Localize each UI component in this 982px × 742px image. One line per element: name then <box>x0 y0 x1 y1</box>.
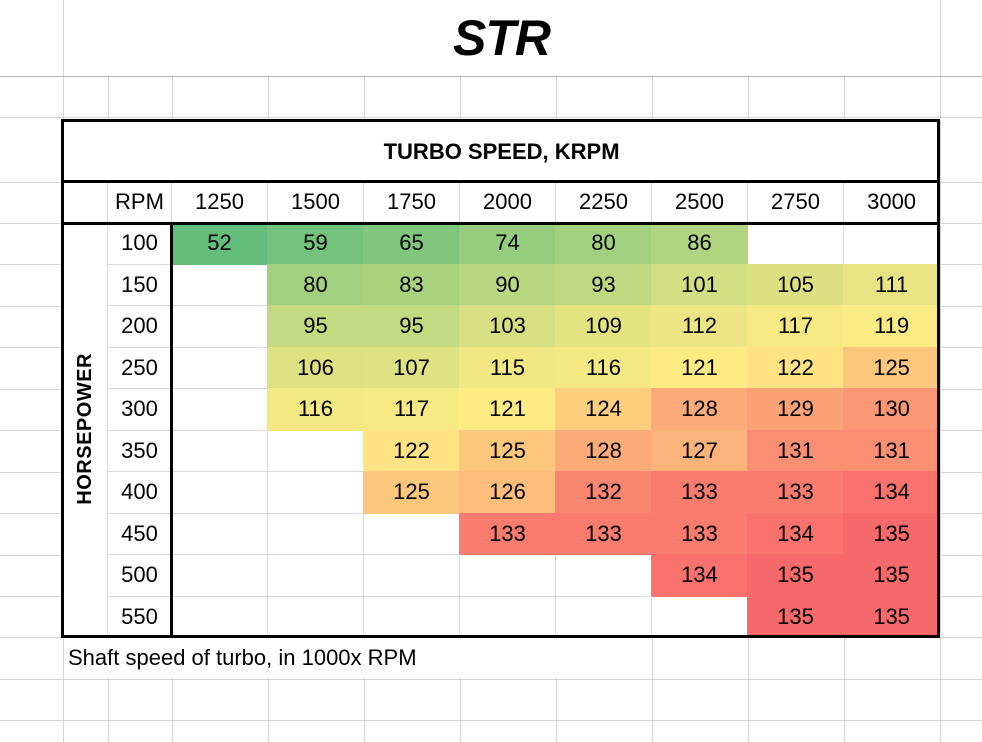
cell-hp550-rpm3000[interactable]: 135 <box>844 596 941 638</box>
cell-hp150-rpm1500[interactable]: 80 <box>268 264 364 306</box>
cell-hp500-rpm2750[interactable]: 135 <box>748 555 844 597</box>
cell-hp450-rpm1500[interactable] <box>268 513 364 555</box>
cell-hp300-rpm1750[interactable]: 117 <box>364 389 460 431</box>
cell-hp350-rpm2750[interactable]: 131 <box>748 430 844 472</box>
cell-hp450-rpm2250[interactable]: 133 <box>556 513 652 555</box>
turbo-speed-table: TURBO SPEED, KRPM RPM 1250 1500 1750 2000 2250… <box>63 121 941 638</box>
rpm-column-divider <box>170 222 173 638</box>
cell-hp200-rpm1500[interactable]: 95 <box>268 306 364 348</box>
h-gridline <box>0 117 982 118</box>
cell-hp250-rpm2500[interactable]: 121 <box>652 347 748 389</box>
cell-hp100-rpm1750[interactable]: 65 <box>364 223 460 265</box>
cell-hp450-rpm2750[interactable]: 134 <box>748 513 844 555</box>
h-gridline <box>0 679 982 680</box>
cell-hp400-rpm2500[interactable]: 133 <box>652 472 748 514</box>
cell-hp250-rpm1250[interactable] <box>172 347 268 389</box>
cell-hp100-rpm1500[interactable]: 59 <box>268 223 364 265</box>
cell-hp100-rpm2000[interactable]: 74 <box>460 223 556 265</box>
cell-hp300-rpm3000[interactable]: 130 <box>844 389 941 431</box>
cell-hp250-rpm3000[interactable]: 125 <box>844 347 941 389</box>
cell-hp500-rpm2500[interactable]: 134 <box>652 555 748 597</box>
cell-hp350-rpm2000[interactable]: 125 <box>460 430 556 472</box>
table-title-cell[interactable]: TURBO SPEED, KRPM <box>383 138 620 164</box>
cell-hp200-rpm1250[interactable] <box>172 306 268 348</box>
cell-hp300-rpm1500[interactable]: 116 <box>268 389 364 431</box>
cell-hp400-rpm2750[interactable]: 133 <box>748 472 844 514</box>
cell-hp100-rpm2500[interactable]: 86 <box>652 223 748 265</box>
cell-hp150-rpm2500[interactable]: 101 <box>652 264 748 306</box>
cell-hp150-rpm1250[interactable] <box>172 264 268 306</box>
cell-hp450-rpm3000[interactable]: 135 <box>844 513 941 555</box>
cell-hp500-rpm2250[interactable] <box>556 555 652 597</box>
header-row-divider <box>63 222 937 225</box>
table-outer-border <box>61 119 940 638</box>
cell-hp400-rpm1750[interactable]: 125 <box>364 472 460 514</box>
cell-hp100-rpm2750[interactable] <box>748 223 844 265</box>
cell-hp450-rpm1250[interactable] <box>172 513 268 555</box>
cell-hp300-rpm2750[interactable]: 129 <box>748 389 844 431</box>
cell-hp350-rpm1250[interactable] <box>172 430 268 472</box>
cell-hp500-rpm2000[interactable] <box>460 555 556 597</box>
cell-hp400-rpm2250[interactable]: 132 <box>556 472 652 514</box>
horsepower-axis-cell[interactable]: HORSEPOWER <box>63 223 108 638</box>
cell-hp150-rpm1750[interactable]: 83 <box>364 264 460 306</box>
cell-hp400-rpm3000[interactable]: 134 <box>844 472 941 514</box>
cell-hp500-rpm1750[interactable] <box>364 555 460 597</box>
cell-hp500-rpm1250[interactable] <box>172 555 268 597</box>
h-gridline <box>0 720 982 721</box>
cell-hp350-rpm2250[interactable]: 128 <box>556 430 652 472</box>
cell-hp450-rpm2500[interactable]: 133 <box>652 513 748 555</box>
cell-hp550-rpm2750[interactable]: 135 <box>748 596 844 638</box>
cell-hp450-rpm1750[interactable] <box>364 513 460 555</box>
sheet-title-cell[interactable]: STR <box>453 10 551 66</box>
cell-hp250-rpm1750[interactable]: 107 <box>364 347 460 389</box>
cell-hp400-rpm1500[interactable] <box>268 472 364 514</box>
cell-hp150-rpm2750[interactable]: 105 <box>748 264 844 306</box>
cell-hp300-rpm2500[interactable]: 128 <box>652 389 748 431</box>
cell-hp200-rpm2750[interactable]: 117 <box>748 306 844 348</box>
cell-hp300-rpm2000[interactable]: 121 <box>460 389 556 431</box>
cell-hp200-rpm1750[interactable]: 95 <box>364 306 460 348</box>
title-row-divider <box>63 180 937 183</box>
footnote-cell[interactable]: Shaft speed of turbo, in 1000x RPM <box>64 639 558 677</box>
cell-hp250-rpm2250[interactable]: 116 <box>556 347 652 389</box>
cell-hp300-rpm1250[interactable] <box>172 389 268 431</box>
cell-hp100-rpm2250[interactable]: 80 <box>556 223 652 265</box>
cell-hp250-rpm2750[interactable]: 122 <box>748 347 844 389</box>
cell-hp300-rpm2250[interactable]: 124 <box>556 389 652 431</box>
cell-hp200-rpm3000[interactable]: 119 <box>844 306 941 348</box>
cell-hp250-rpm2000[interactable]: 115 <box>460 347 556 389</box>
cell-hp200-rpm2000[interactable]: 103 <box>460 306 556 348</box>
cell-hp400-rpm1250[interactable] <box>172 472 268 514</box>
cell-hp500-rpm3000[interactable]: 135 <box>844 555 941 597</box>
cell-hp350-rpm2500[interactable]: 127 <box>652 430 748 472</box>
v-gridline <box>940 0 941 742</box>
cell-hp350-rpm1750[interactable]: 122 <box>364 430 460 472</box>
cell-hp400-rpm2000[interactable]: 126 <box>460 472 556 514</box>
cell-hp350-rpm1500[interactable] <box>268 430 364 472</box>
cell-hp350-rpm3000[interactable]: 131 <box>844 430 941 472</box>
cell-hp100-rpm1250[interactable]: 52 <box>172 223 268 265</box>
h-gridline <box>0 76 982 77</box>
cell-hp500-rpm1500[interactable] <box>268 555 364 597</box>
cell-hp150-rpm2250[interactable]: 93 <box>556 264 652 306</box>
cell-hp250-rpm1500[interactable]: 106 <box>268 347 364 389</box>
cell-hp200-rpm2500[interactable]: 112 <box>652 306 748 348</box>
cell-hp200-rpm2250[interactable]: 109 <box>556 306 652 348</box>
cell-hp150-rpm2000[interactable]: 90 <box>460 264 556 306</box>
cell-hp450-rpm2000[interactable]: 133 <box>460 513 556 555</box>
